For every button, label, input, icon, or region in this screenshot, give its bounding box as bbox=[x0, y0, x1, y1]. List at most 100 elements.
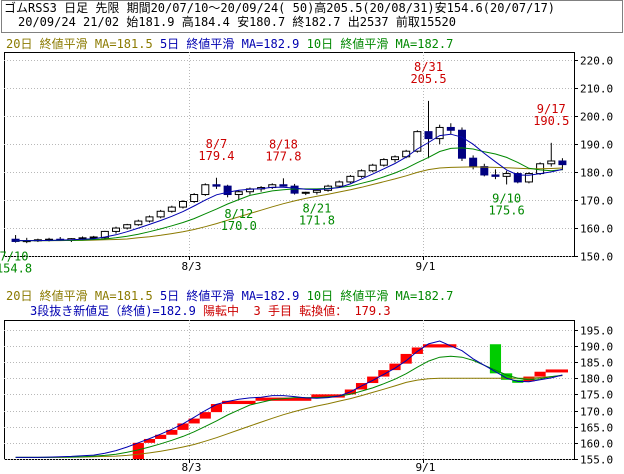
top-legend: 20日 終値平滑 MA=181.5 5日 終値平滑 MA=182.9 10日 終… bbox=[6, 37, 453, 51]
candle bbox=[312, 189, 321, 193]
annotation-high-date: 8/18 bbox=[269, 137, 298, 151]
candle bbox=[469, 157, 478, 168]
line-break-brick bbox=[177, 423, 189, 430]
annotation-high-value: 179.4 bbox=[198, 149, 234, 163]
line-break-brick bbox=[132, 442, 144, 459]
ma20-line bbox=[15, 375, 563, 458]
y-tick-label: 155.0 bbox=[580, 454, 613, 467]
header-line-1: ゴムRSS3 日足 先限 期間20/07/10～20/09/24( 50)高20… bbox=[4, 1, 556, 15]
tlb-reversal-label: 転換値： bbox=[299, 304, 348, 318]
x-tick-label: 8/3 bbox=[182, 461, 202, 474]
y-tick-label: 160.0 bbox=[580, 223, 613, 236]
ma20-line bbox=[15, 166, 563, 242]
line-break-brick bbox=[210, 404, 223, 413]
y-tick-label: 180.0 bbox=[580, 373, 613, 386]
line-break-brick bbox=[400, 353, 412, 364]
y-tick-label: 190.0 bbox=[580, 341, 613, 354]
candle bbox=[424, 131, 433, 140]
line-break-brick bbox=[143, 438, 156, 443]
line-break-brick bbox=[155, 434, 167, 439]
candle bbox=[212, 184, 221, 187]
y-tick-label: 185.0 bbox=[580, 357, 613, 370]
candle bbox=[89, 236, 98, 239]
candle bbox=[145, 216, 154, 222]
candle bbox=[290, 185, 299, 194]
candle bbox=[446, 126, 455, 131]
line-break-brick bbox=[523, 376, 535, 382]
candle bbox=[368, 164, 377, 172]
tlb-trend: 陽転中 bbox=[203, 304, 240, 318]
tlb-reversal-value: 179.3 bbox=[354, 304, 391, 318]
y-tick-label: 170.0 bbox=[580, 406, 613, 419]
candle bbox=[201, 184, 210, 196]
annotation-low-date: 8/12 bbox=[224, 207, 253, 221]
y-tick-label: 210.0 bbox=[580, 83, 613, 96]
line-break-brick bbox=[367, 376, 379, 384]
candle bbox=[167, 206, 176, 212]
three-line-break-info: 3段抜き新値足（終値)=182.9 陽転中 3 手目 転換値： 179.3 bbox=[30, 304, 391, 318]
candle bbox=[156, 210, 165, 218]
candle bbox=[547, 160, 556, 165]
annotation-high-date: 9/17 bbox=[537, 102, 566, 116]
candle bbox=[190, 194, 199, 203]
candle bbox=[301, 191, 310, 194]
line-break-brick bbox=[378, 370, 390, 377]
candle bbox=[112, 227, 121, 232]
candle bbox=[178, 201, 187, 208]
tlb-close-value: 3段抜き新値足（終値)=182.9 bbox=[30, 304, 196, 318]
legend-ma5-bottom: 5日 終値平滑 MA=182.9 bbox=[159, 289, 300, 303]
annotation-low-value: 175.6 bbox=[489, 203, 525, 217]
candle bbox=[491, 174, 500, 177]
line-break-brick bbox=[422, 344, 457, 348]
line-break-brick bbox=[545, 369, 568, 373]
candle bbox=[379, 159, 388, 166]
candle bbox=[357, 170, 366, 177]
y-tick-label: 170.0 bbox=[580, 195, 613, 208]
line-break-brick bbox=[311, 394, 345, 398]
annotation-high-value: 205.5 bbox=[410, 72, 446, 86]
annotation-high-value: 190.5 bbox=[533, 114, 569, 128]
annotation-high-date: 8/7 bbox=[206, 137, 228, 151]
candle bbox=[480, 166, 489, 176]
candle bbox=[234, 191, 243, 196]
candle bbox=[402, 150, 411, 158]
x-tick-label: 8/3 bbox=[182, 260, 202, 273]
x-tick-label: 9/1 bbox=[416, 461, 436, 474]
y-tick-label: 175.0 bbox=[580, 389, 613, 402]
header-frame bbox=[1, 0, 623, 33]
candle bbox=[335, 181, 344, 187]
line-break-brick bbox=[188, 418, 200, 424]
annotation-low-value: 154.8 bbox=[0, 262, 32, 276]
candle bbox=[123, 224, 132, 229]
x-tick-label: 9/1 bbox=[416, 260, 436, 273]
annotation-low-date: 8/21 bbox=[302, 202, 331, 216]
plot-frame-1 bbox=[4, 320, 575, 460]
legend-ma20: 20日 終値平滑 MA=181.5 bbox=[6, 37, 153, 51]
tlb-step: 3 手目 bbox=[253, 304, 292, 318]
ma5-line bbox=[15, 133, 563, 242]
line-break-brick bbox=[389, 363, 401, 371]
candle bbox=[524, 173, 533, 183]
y-tick-label: 160.0 bbox=[580, 438, 613, 451]
line-break-brick bbox=[501, 373, 513, 380]
legend-ma10: 10日 終値平滑 MA=182.7 bbox=[306, 37, 454, 51]
plot-frame-0 bbox=[4, 52, 575, 257]
candle bbox=[134, 220, 143, 226]
candle bbox=[413, 131, 422, 152]
annotation-high-date: 8/31 bbox=[414, 60, 443, 74]
legend-ma10-bottom: 10日 終値平滑 MA=182.7 bbox=[306, 289, 454, 303]
y-tick-label: 200.0 bbox=[580, 111, 613, 124]
ma10-line bbox=[15, 147, 563, 242]
candle bbox=[279, 184, 288, 187]
annotation-low-date: 7/10 bbox=[0, 250, 28, 264]
y-tick-label: 190.0 bbox=[580, 139, 613, 152]
ma5-line bbox=[15, 340, 563, 458]
legend-ma20-bottom: 20日 終値平滑 MA=181.5 bbox=[6, 289, 153, 303]
y-tick-label: 195.0 bbox=[580, 325, 613, 338]
line-break-brick bbox=[222, 400, 256, 405]
ma10-line bbox=[15, 355, 563, 458]
line-break-brick bbox=[411, 347, 423, 354]
annotation-low-date: 9/10 bbox=[492, 191, 521, 205]
annotation-high-value: 177.8 bbox=[265, 149, 301, 163]
